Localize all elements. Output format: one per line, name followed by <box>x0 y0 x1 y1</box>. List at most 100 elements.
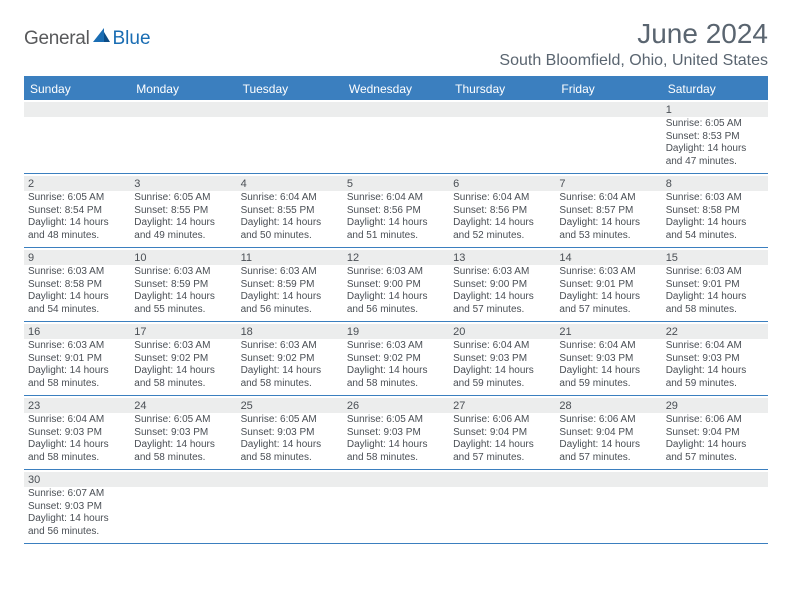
title-block: June 2024 South Bloomfield, Ohio, United… <box>499 18 768 70</box>
day-info-line: Sunset: 9:01 PM <box>28 353 126 366</box>
day-number: 15 <box>662 250 768 265</box>
day-info-line: and 59 minutes. <box>666 378 764 391</box>
day-number: 23 <box>24 398 130 413</box>
day-info-line: Daylight: 14 hours <box>241 365 339 378</box>
day-info: Sunrise: 6:03 AMSunset: 8:58 PMDaylight:… <box>28 266 126 316</box>
day-number: 10 <box>130 250 236 265</box>
day-cell: 29Sunrise: 6:06 AMSunset: 9:04 PMDayligh… <box>662 396 768 469</box>
day-info-line: Daylight: 14 hours <box>241 439 339 452</box>
day-info-line: Sunset: 9:03 PM <box>347 427 445 440</box>
header: General Blue June 2024 South Bloomfield,… <box>24 18 768 70</box>
day-info: Sunrise: 6:03 AMSunset: 9:02 PMDaylight:… <box>134 340 232 390</box>
day-info-line: Sunset: 9:01 PM <box>559 279 657 292</box>
day-info-line: Daylight: 14 hours <box>666 365 764 378</box>
day-number-empty <box>130 472 236 487</box>
day-info-line: and 57 minutes. <box>559 304 657 317</box>
week-row: 2Sunrise: 6:05 AMSunset: 8:54 PMDaylight… <box>24 174 768 248</box>
day-info: Sunrise: 6:07 AMSunset: 9:03 PMDaylight:… <box>28 488 126 538</box>
day-cell: 27Sunrise: 6:06 AMSunset: 9:04 PMDayligh… <box>449 396 555 469</box>
day-info-line: Sunrise: 6:04 AM <box>28 414 126 427</box>
day-cell <box>237 470 343 543</box>
day-number: 3 <box>130 176 236 191</box>
day-cell: 23Sunrise: 6:04 AMSunset: 9:03 PMDayligh… <box>24 396 130 469</box>
day-cell <box>343 100 449 173</box>
day-info-line: Sunset: 9:02 PM <box>347 353 445 366</box>
day-info-line: and 54 minutes. <box>28 304 126 317</box>
day-info-line: Daylight: 14 hours <box>28 365 126 378</box>
day-info-line: Sunrise: 6:04 AM <box>241 192 339 205</box>
day-info-line: Sunrise: 6:04 AM <box>559 192 657 205</box>
day-number: 17 <box>130 324 236 339</box>
day-info: Sunrise: 6:03 AMSunset: 9:02 PMDaylight:… <box>347 340 445 390</box>
day-number: 6 <box>449 176 555 191</box>
day-info-line: Sunset: 9:03 PM <box>559 353 657 366</box>
day-info-line: and 58 minutes. <box>347 452 445 465</box>
day-info-line: and 52 minutes. <box>453 230 551 243</box>
day-info-line: Daylight: 14 hours <box>28 217 126 230</box>
day-info-line: Sunset: 8:54 PM <box>28 205 126 218</box>
day-info-line: Sunrise: 6:03 AM <box>28 266 126 279</box>
day-number: 27 <box>449 398 555 413</box>
day-cell: 16Sunrise: 6:03 AMSunset: 9:01 PMDayligh… <box>24 322 130 395</box>
day-info-line: Sunrise: 6:06 AM <box>453 414 551 427</box>
day-info-line: Sunrise: 6:06 AM <box>666 414 764 427</box>
day-info-line: Sunrise: 6:06 AM <box>559 414 657 427</box>
day-info: Sunrise: 6:04 AMSunset: 9:03 PMDaylight:… <box>666 340 764 390</box>
calendar: SundayMondayTuesdayWednesdayThursdayFrid… <box>24 76 768 544</box>
day-info-line: Sunrise: 6:07 AM <box>28 488 126 501</box>
day-info-line: Sunset: 9:00 PM <box>453 279 551 292</box>
day-info-line: and 56 minutes. <box>241 304 339 317</box>
day-number-empty <box>343 472 449 487</box>
day-cell <box>130 100 236 173</box>
day-header: Sunday <box>24 78 130 100</box>
day-info: Sunrise: 6:03 AMSunset: 9:01 PMDaylight:… <box>559 266 657 316</box>
day-info-line: and 57 minutes. <box>666 452 764 465</box>
day-info-line: and 47 minutes. <box>666 156 764 169</box>
day-info-line: Sunset: 9:03 PM <box>28 501 126 514</box>
day-cell: 6Sunrise: 6:04 AMSunset: 8:56 PMDaylight… <box>449 174 555 247</box>
day-info-line: Daylight: 14 hours <box>559 365 657 378</box>
day-number: 11 <box>237 250 343 265</box>
day-number: 1 <box>662 102 768 117</box>
day-info-line: Daylight: 14 hours <box>28 513 126 526</box>
day-info-line: Daylight: 14 hours <box>559 217 657 230</box>
day-info: Sunrise: 6:03 AMSunset: 9:00 PMDaylight:… <box>347 266 445 316</box>
day-number: 19 <box>343 324 449 339</box>
day-info-line: Daylight: 14 hours <box>666 439 764 452</box>
day-number: 7 <box>555 176 661 191</box>
day-info-line: and 55 minutes. <box>134 304 232 317</box>
day-info-line: Sunset: 8:56 PM <box>347 205 445 218</box>
day-header: Wednesday <box>343 78 449 100</box>
day-cell: 13Sunrise: 6:03 AMSunset: 9:00 PMDayligh… <box>449 248 555 321</box>
day-cell: 30Sunrise: 6:07 AMSunset: 9:03 PMDayligh… <box>24 470 130 543</box>
day-info-line: Sunset: 9:03 PM <box>453 353 551 366</box>
day-info-line: Sunset: 9:03 PM <box>666 353 764 366</box>
day-cell: 8Sunrise: 6:03 AMSunset: 8:58 PMDaylight… <box>662 174 768 247</box>
day-info: Sunrise: 6:03 AMSunset: 9:01 PMDaylight:… <box>666 266 764 316</box>
day-info-line: Sunrise: 6:03 AM <box>453 266 551 279</box>
day-info-line: and 49 minutes. <box>134 230 232 243</box>
day-info-line: Sunset: 8:58 PM <box>28 279 126 292</box>
day-cell: 15Sunrise: 6:03 AMSunset: 9:01 PMDayligh… <box>662 248 768 321</box>
day-info-line: Sunset: 8:55 PM <box>134 205 232 218</box>
day-cell <box>449 100 555 173</box>
day-info-line: Sunset: 8:56 PM <box>453 205 551 218</box>
day-info-line: Daylight: 14 hours <box>559 291 657 304</box>
day-info-line: Daylight: 14 hours <box>28 291 126 304</box>
day-info-line: Daylight: 14 hours <box>666 143 764 156</box>
day-header: Thursday <box>449 78 555 100</box>
day-cell: 7Sunrise: 6:04 AMSunset: 8:57 PMDaylight… <box>555 174 661 247</box>
day-number: 14 <box>555 250 661 265</box>
day-info: Sunrise: 6:04 AMSunset: 8:57 PMDaylight:… <box>559 192 657 242</box>
day-info: Sunrise: 6:04 AMSunset: 9:03 PMDaylight:… <box>28 414 126 464</box>
day-info-line: and 54 minutes. <box>666 230 764 243</box>
month-title: June 2024 <box>499 18 768 50</box>
weeks-container: 1Sunrise: 6:05 AMSunset: 8:53 PMDaylight… <box>24 100 768 544</box>
day-info-line: Sunrise: 6:03 AM <box>666 266 764 279</box>
day-number: 21 <box>555 324 661 339</box>
day-number-empty <box>24 102 130 117</box>
day-info: Sunrise: 6:03 AMSunset: 8:59 PMDaylight:… <box>241 266 339 316</box>
day-info-line: Daylight: 14 hours <box>241 291 339 304</box>
day-cell: 24Sunrise: 6:05 AMSunset: 9:03 PMDayligh… <box>130 396 236 469</box>
day-info: Sunrise: 6:03 AMSunset: 9:02 PMDaylight:… <box>241 340 339 390</box>
